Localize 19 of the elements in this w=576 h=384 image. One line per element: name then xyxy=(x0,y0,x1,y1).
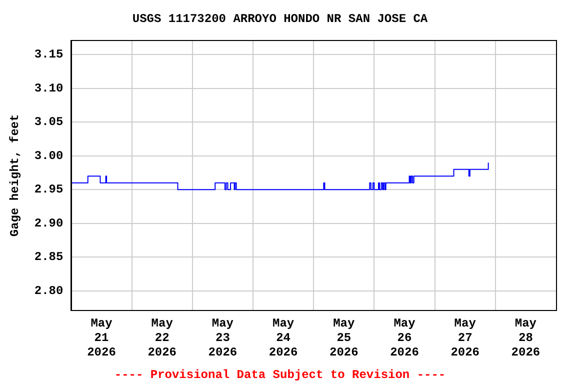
x-tick-label: May 25 2026 xyxy=(329,316,358,360)
x-tick-label: May 21 2026 xyxy=(87,316,116,360)
y-tick-label: 3.15 xyxy=(34,48,64,62)
y-axis-title: Gage height, feet xyxy=(8,114,22,237)
y-tick-label: 3.10 xyxy=(34,81,64,96)
x-tick-label: May 23 2026 xyxy=(208,316,238,360)
x-tick-label: May 22 2026 xyxy=(148,316,177,360)
x-tick-label: May 24 2026 xyxy=(268,316,298,360)
x-tick-label: May 26 2026 xyxy=(390,316,419,360)
y-tick-label: 3.05 xyxy=(34,115,64,130)
y-tick-label: 3.00 xyxy=(34,148,64,163)
y-tick-label: 2.90 xyxy=(34,216,64,230)
x-tick-label: May 27 2026 xyxy=(450,316,480,360)
y-tick-label: 2.85 xyxy=(34,250,64,264)
x-tick-label: May 28 2026 xyxy=(511,316,540,360)
y-tick-label: 2.80 xyxy=(34,284,64,298)
y-tick-label: 2.95 xyxy=(34,182,64,197)
chart-title: USGS 11173200 ARROYO HONDO NR SAN JOSE CA xyxy=(132,12,428,26)
text: ---- Provisional Data Subject to Revision ---- xyxy=(114,368,446,382)
